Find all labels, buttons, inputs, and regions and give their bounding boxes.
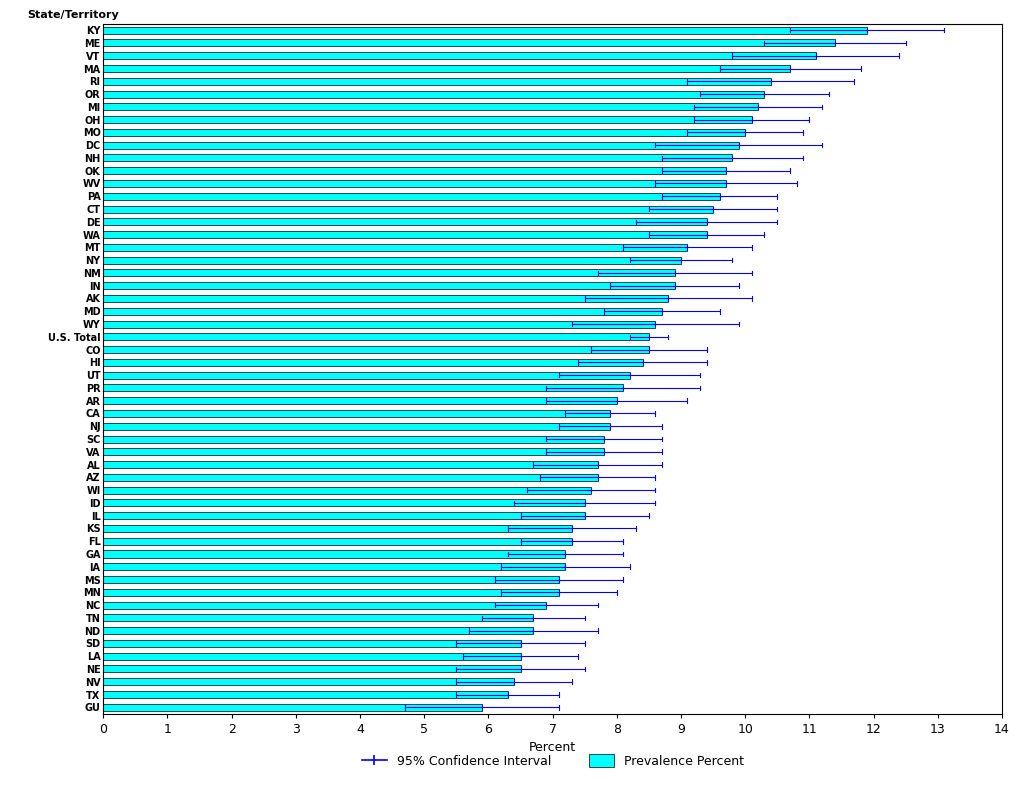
Bar [103,129,745,136]
Bar [103,142,739,148]
Bar [103,155,732,162]
Bar [103,90,764,98]
Bar [103,678,514,685]
Bar [103,308,662,315]
Bar [103,282,675,289]
Bar [103,410,611,417]
Text: State/Territory: State/Territory [27,10,119,21]
Bar [103,40,835,47]
X-axis label: Percent: Percent [529,741,576,754]
Bar [103,257,681,263]
Bar [103,270,675,277]
Bar [103,704,482,711]
Bar [103,78,771,85]
Bar [103,385,623,392]
Bar [103,512,585,519]
Bar [103,333,649,340]
Bar [103,244,688,251]
Bar [103,538,572,545]
Bar [103,180,726,187]
Bar [103,218,707,225]
Bar [103,665,521,672]
Bar [103,320,655,328]
Bar [103,691,508,698]
Bar [103,52,816,59]
Bar [103,231,707,238]
Bar [103,487,591,493]
Bar [103,525,572,532]
Bar [103,563,565,570]
Bar [103,653,521,660]
Legend: 95% Confidence Interval, Prevalence Percent: 95% Confidence Interval, Prevalence Perc… [356,749,749,773]
Bar [103,27,868,33]
Bar [103,435,604,442]
Bar [103,627,533,634]
Bar [103,448,604,455]
Bar [103,116,752,123]
Bar [103,602,546,608]
Bar [103,65,790,72]
Bar [103,359,643,366]
Bar [103,550,565,557]
Bar [103,397,617,404]
Bar [103,167,726,174]
Bar [103,372,630,378]
Bar [103,474,597,481]
Bar [103,103,758,110]
Bar [103,589,559,596]
Bar [103,461,597,468]
Bar [103,295,668,302]
Bar [103,576,559,583]
Bar [103,193,720,200]
Bar [103,500,585,507]
Bar [103,640,521,647]
Bar [103,423,611,430]
Bar [103,346,649,353]
Bar [103,615,533,622]
Bar [103,205,713,213]
